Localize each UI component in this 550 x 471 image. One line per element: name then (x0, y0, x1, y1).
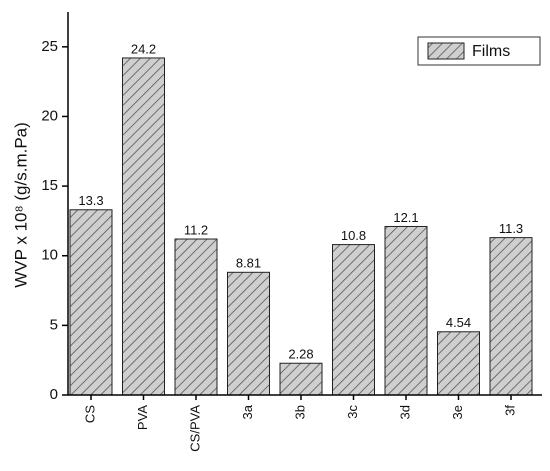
x-tick-label: 3c (345, 405, 360, 419)
data-label: 24.2 (131, 41, 156, 56)
bar (69, 209, 113, 396)
x-tick-label: 3e (450, 405, 465, 419)
y-tick-label: 0 (50, 386, 58, 403)
data-label: 10.8 (341, 228, 366, 243)
bar (384, 225, 428, 396)
y-tick-label: 20 (41, 107, 58, 124)
x-tick-label: 3d (397, 405, 412, 419)
data-label: 13.3 (78, 193, 103, 208)
y-tick-label: 15 (41, 177, 58, 194)
x-tick-label: CS/PVA (187, 405, 202, 452)
legend-label: Films (472, 43, 510, 60)
data-label: 4.54 (446, 315, 471, 330)
y-tick-label: 5 (50, 316, 58, 333)
x-tick-label: 3a (240, 404, 255, 419)
bar (174, 238, 218, 396)
bar (227, 271, 270, 396)
y-tick-label: 10 (41, 247, 58, 264)
bar (437, 331, 480, 396)
x-tick-label: 3f (502, 405, 517, 416)
bar (332, 244, 375, 396)
data-label: 11.2 (184, 222, 208, 237)
y-tick-label: 25 (41, 38, 58, 55)
x-tick-label: 3b (292, 405, 307, 419)
data-label: 12.1 (393, 210, 418, 225)
bar (122, 57, 165, 396)
x-tick-label: PVA (135, 405, 150, 430)
bar (279, 362, 323, 396)
data-label: 2.28 (288, 347, 313, 362)
data-label: 11.3 (499, 221, 523, 236)
y-axis-label: WVP x 10⁸ (g/s.m.Pa) (11, 122, 30, 288)
x-tick-label: CS (82, 405, 97, 423)
legend-swatch (427, 42, 465, 60)
bar (489, 237, 533, 396)
data-label: 8.81 (236, 256, 261, 271)
